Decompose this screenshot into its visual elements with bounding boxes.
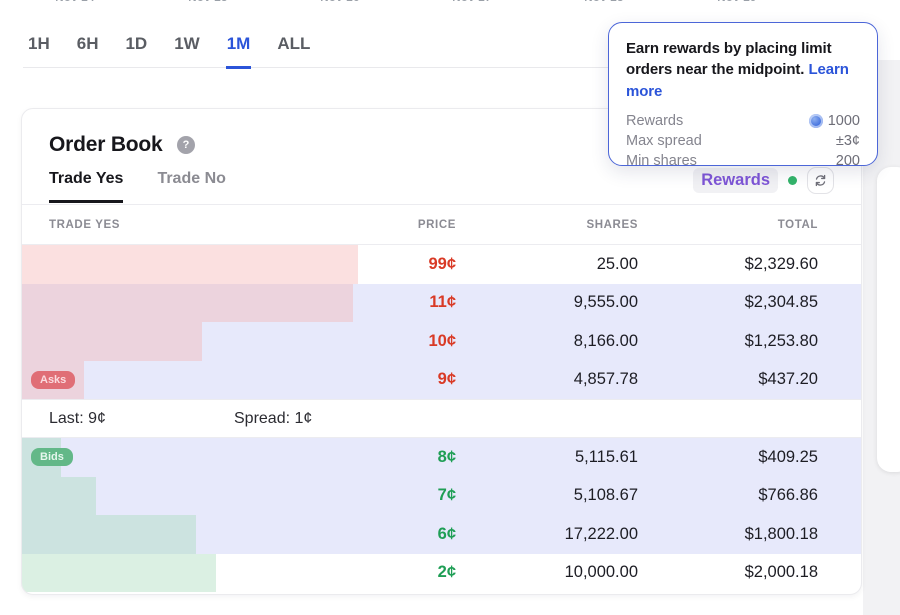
- stat-value: 1000: [808, 112, 860, 129]
- stat-label: Rewards: [626, 112, 684, 129]
- time-range-6h[interactable]: 6H: [76, 34, 99, 53]
- ask-row[interactable]: 99¢ 25.00 $2,329.60: [22, 245, 861, 284]
- tooltip-stat-rewards: Rewards 1000: [626, 111, 860, 131]
- bid-row[interactable]: Bids 8¢ 5,115.61 $409.25: [22, 438, 861, 477]
- stat-value-text: 1000: [827, 112, 860, 129]
- time-range-1m-selected[interactable]: 1M: [225, 30, 252, 69]
- column-header-total: TOTAL: [777, 218, 818, 231]
- order-book-column-headers: TRADE YES PRICE SHARES TOTAL: [22, 205, 861, 245]
- ask-row[interactable]: 11¢ 9,555.00 $2,304.85: [22, 283, 861, 322]
- last-price: Last: 9¢: [49, 409, 106, 427]
- bid-total: $2,000.18: [744, 563, 818, 582]
- column-header-shares: SHARES: [586, 218, 638, 231]
- chart-date-label: Nov 25: [188, 0, 228, 4]
- bid-price: 7¢: [437, 486, 456, 505]
- bid-shares: 17,222.00: [564, 524, 638, 543]
- order-book-title: Order Book: [49, 133, 163, 156]
- time-range-all[interactable]: ALL: [277, 34, 311, 53]
- bid-shares: 5,115.61: [574, 447, 638, 466]
- bid-row[interactable]: 7¢ 5,108.67 $766.86: [22, 476, 861, 515]
- ask-total: $2,304.85: [744, 293, 818, 312]
- learn-more-link[interactable]: Learn more: [626, 61, 849, 100]
- bid-total: $766.86: [758, 486, 818, 505]
- ask-row[interactable]: Asks 9¢ 4,857.78 $437.20: [22, 360, 861, 399]
- column-header-trade-yes: TRADE YES: [49, 218, 121, 231]
- bid-total: $409.25: [758, 447, 818, 466]
- ask-price: 99¢: [428, 254, 456, 273]
- stat-label: Max spread: [626, 132, 702, 149]
- bid-shares: 5,108.67: [573, 486, 638, 505]
- column-header-price: PRICE: [417, 218, 456, 231]
- rewards-active-dot-icon: [788, 176, 797, 185]
- reward-coin-icon: [808, 113, 823, 128]
- tooltip-stat-max-spread: Max spread ±3¢: [626, 131, 860, 151]
- ask-depth-bar: [22, 322, 203, 361]
- bid-price: 6¢: [437, 524, 456, 543]
- ask-price: 10¢: [428, 331, 456, 350]
- bid-row[interactable]: 6¢ 17,222.00 $1,800.18: [22, 515, 861, 554]
- stat-label: Min shares: [626, 152, 697, 169]
- bid-total: $1,800.18: [744, 524, 818, 543]
- rewards-tooltip: Earn rewards by placing limit orders nea…: [608, 22, 878, 169]
- spread-value: Spread: 1¢: [234, 409, 313, 427]
- order-book-header: Order Book ? Trade Yes Trade No Rewards: [22, 109, 861, 205]
- tooltip-stats: Rewards 1000 Max spread ±3¢ Min shares 2…: [626, 111, 860, 171]
- ask-total: $1,253.80: [744, 331, 818, 350]
- vertical-scrollbar[interactable]: [877, 167, 900, 472]
- time-range-1d[interactable]: 1D: [125, 34, 148, 53]
- tab-trade-no[interactable]: Trade No: [157, 170, 226, 187]
- ask-shares: 4,857.78: [573, 370, 638, 389]
- bid-depth-bar: [22, 553, 216, 592]
- stat-value-text: ±3¢: [835, 132, 860, 149]
- trade-tabs: Trade Yes Trade No: [49, 170, 834, 203]
- refresh-icon: [815, 174, 826, 187]
- chart-date-label: Nov 26: [320, 0, 360, 4]
- ask-price: 9¢: [437, 370, 456, 389]
- ask-depth-bar: [22, 245, 358, 284]
- tooltip-stat-min-shares: Min shares 200: [626, 151, 860, 171]
- time-range-1w[interactable]: 1W: [174, 34, 200, 53]
- bid-depth-bar: [22, 476, 96, 515]
- tooltip-message: Earn rewards by placing limit orders nea…: [626, 38, 860, 102]
- time-range-1h[interactable]: 1H: [28, 34, 50, 53]
- time-range-selector: 1H 6H 1D 1W 1M ALL: [23, 28, 862, 69]
- chart-date-label: Nov 28: [584, 0, 624, 4]
- bid-shares: 10,000.00: [564, 563, 638, 582]
- ask-shares: 9,555.00: [573, 293, 638, 312]
- tooltip-message-text: Earn rewards by placing limit orders nea…: [626, 40, 832, 79]
- chart-date-label: Nov 27: [452, 0, 492, 4]
- ask-total: $437.20: [758, 370, 818, 389]
- help-icon[interactable]: ?: [176, 136, 195, 154]
- ask-row[interactable]: 10¢ 8,166.00 $1,253.80: [22, 322, 861, 361]
- last-spread-row: Last: 9¢ Spread: 1¢: [22, 399, 861, 438]
- bid-price: 2¢: [437, 563, 456, 582]
- asks-badge: Asks: [31, 370, 76, 389]
- bid-depth-bar: [22, 515, 196, 554]
- ask-depth-bar: [22, 283, 354, 322]
- chart-date-label: Nov 29: [717, 0, 757, 4]
- ask-total: $2,329.60: [744, 254, 818, 273]
- bid-price: 8¢: [437, 447, 456, 466]
- chart-date-label: Nov 24: [55, 0, 95, 4]
- ask-shares: 8,166.00: [573, 331, 638, 350]
- tab-trade-yes[interactable]: Trade Yes: [49, 170, 124, 203]
- rewards-cluster: Rewards: [693, 167, 834, 194]
- refresh-button[interactable]: [807, 167, 834, 194]
- stat-value-text: 200: [835, 152, 860, 169]
- bid-row[interactable]: 2¢ 10,000.00 $2,000.18: [22, 553, 861, 592]
- order-book-card: Order Book ? Trade Yes Trade No Rewards: [21, 108, 862, 595]
- ask-price: 11¢: [429, 293, 456, 312]
- ask-shares: 25.00: [596, 254, 638, 273]
- rewards-label[interactable]: Rewards: [693, 168, 778, 193]
- bids-badge: Bids: [31, 448, 73, 467]
